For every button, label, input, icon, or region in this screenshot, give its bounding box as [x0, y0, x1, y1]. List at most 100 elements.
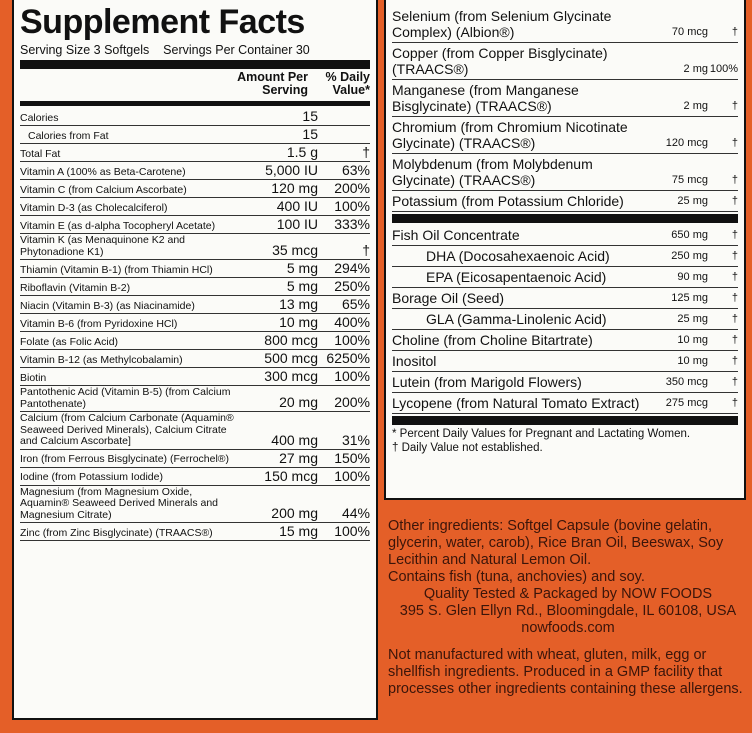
nutrient-row: Vitamin E (as d-alpha Tocopheryl Acetate…: [20, 216, 370, 234]
amount: 13 mg: [279, 296, 318, 312]
daily-value: 200%: [334, 394, 370, 410]
rule: [20, 60, 370, 69]
amount: 400 IU: [276, 198, 318, 214]
daily-value: †: [731, 137, 738, 149]
serving-size: Serving Size 3 Softgels: [20, 43, 150, 57]
nutrient-name: Molybdenum (from Molybdenum Glycinate) (…: [392, 156, 593, 188]
amount: 25 mg: [677, 195, 708, 207]
nutrient-row: Iodine (from Potassium Iodide) 150 mcg 100…: [20, 468, 370, 486]
amount: 10 mg: [279, 314, 318, 330]
nutrient-name: Niacin (Vitamin B-3) (as Niacinamide): [20, 299, 195, 312]
amount: 250 mg: [671, 250, 708, 262]
nutrient-name: Zinc (from Zinc Bisglycinate) (TRAACS®): [20, 526, 213, 539]
amount: 350 mcg: [665, 376, 708, 388]
amount: 275 mcg: [665, 397, 708, 409]
nutrient-row: Vitamin C (from Calcium Ascorbate) 120 mg…: [20, 180, 370, 198]
maker: Quality Tested & Packaged by NOW FOODS 39…: [388, 586, 748, 637]
nutrient-row: Vitamin B-12 (as Methylcobalamin) 500 mcg…: [20, 350, 370, 368]
ingredients: Other ingredients: Softgel Capsule (bovi…: [388, 518, 724, 568]
amount: 100 IU: [276, 216, 318, 232]
nutrient-name: Calories from Fat: [28, 129, 109, 142]
daily-value: †: [362, 144, 370, 160]
daily-value: †: [731, 355, 738, 367]
nutrient-row: Selenium (from Selenium Glycinate Comple…: [392, 6, 738, 43]
nutrient-row: Folate (as Folic Acid) 800 mcg 100%: [20, 332, 370, 350]
maker-line: 395 S. Glen Ellyn Rd., Bloomingdale, IL …: [399, 603, 737, 619]
amount: 10 mg: [677, 355, 708, 367]
daily-value: 65%: [341, 296, 370, 312]
nutrient-row: Magnesium (from Magnesium Oxide, Aquamin…: [20, 486, 370, 523]
nutrient-name: Fish Oil Concentrate: [392, 227, 520, 243]
amount: 500 mcg: [264, 350, 318, 366]
nutrient-row: Iron (from Ferrous Bisglycinate) (Ferroc…: [20, 450, 370, 468]
daily-value: †: [731, 334, 738, 346]
amount: 15: [302, 126, 318, 142]
nutrient-name: Copper (from Copper Bisglycinate) (TRAAC…: [392, 45, 608, 77]
nutrient-name: Borage Oil (Seed): [392, 290, 505, 306]
rule: [392, 416, 738, 425]
daily-value: 150%: [334, 449, 370, 466]
amount: 300 mcg: [264, 368, 318, 384]
nutrient-name: Thiamin (Vitamin B-1) (from Thiamin HCl): [20, 263, 213, 276]
daily-value: †: [731, 397, 738, 409]
nutrient-row: Vitamin K (as Menaquinone K2 and Phytona…: [20, 234, 370, 260]
amount: 150 mcg: [264, 467, 318, 484]
nutrient-name: Riboflavin (Vitamin B-2): [20, 281, 131, 294]
nutrient-row: Lutein (from Marigold Flowers) 350 mcg †: [392, 372, 738, 393]
footnote: † Daily Value not established.: [392, 442, 543, 454]
daily-value: †: [731, 26, 738, 38]
right-panel: Selenium (from Selenium Glycinate Comple…: [384, 0, 746, 500]
amount: 200 mg: [271, 505, 318, 521]
daily-value: 31%: [341, 431, 370, 448]
daily-value: †: [731, 292, 738, 304]
amount: 120 mcg: [665, 137, 708, 149]
amount: 800 mcg: [264, 332, 318, 348]
nutrient-name: Manganese (from Manganese Bisglycinate) …: [392, 82, 579, 114]
right-rows: Selenium (from Selenium Glycinate Comple…: [392, 6, 738, 425]
nutrient-row: Zinc (from Zinc Bisglycinate) (TRAACS®) 1…: [20, 523, 370, 541]
nutrient-name: Biotin: [20, 371, 47, 384]
nutrient-row: Calories from Fat 15: [20, 126, 370, 144]
nutrient-name: Lycopene (from Natural Tomato Extract): [392, 395, 640, 411]
left-rows: Calories 15 Calories from Fat 15 Total Fat 1.…: [20, 108, 370, 541]
daily-value: †: [731, 271, 738, 283]
daily-value: 333%: [334, 216, 370, 232]
nutrient-row: Potassium (from Potassium Chloride) 25 mg…: [392, 191, 738, 212]
dv-header: % Daily Value*: [325, 70, 370, 97]
nutrient-name: Vitamin B-12 (as Methylcobalamin): [20, 353, 183, 366]
nutrient-name: Choline (from Choline Bitartrate): [392, 332, 593, 348]
nutrient-row: DHA (Docosahexaenoic Acid) 250 mg †: [392, 246, 738, 267]
maker-line: Quality Tested & Packaged by NOW FOODS: [423, 586, 713, 602]
amount: 25 mg: [677, 313, 708, 325]
nutrient-row: EPA (Eicosapentaenoic Acid) 90 mg †: [392, 267, 738, 288]
title: Supplement Facts: [20, 3, 305, 41]
maker-line: nowfoods.com: [521, 620, 615, 636]
nutrient-name: Calcium (from Calcium Carbonate (Aquamin…: [20, 412, 234, 447]
nutrient-name: GLA (Gamma-Linolenic Acid): [426, 311, 607, 327]
serving-line: Serving Size 3 Softgels Servings Per Con…: [20, 42, 370, 58]
nutrient-name: Pantothenic Acid (Vitamin B-5) (from Cal…: [20, 386, 231, 410]
amount-header: Amount Per Serving: [237, 70, 308, 97]
amount: 1.5 g: [286, 144, 318, 160]
allergen: Contains fish (tuna, anchovies) and soy.: [388, 569, 645, 585]
rule: [20, 101, 370, 106]
daily-value: †: [362, 242, 370, 258]
nutrient-name: Vitamin D-3 (as Cholecalciferol): [20, 201, 168, 214]
column-header: Amount Per Serving % Daily Value*: [20, 71, 370, 99]
amount: 15 mg: [279, 523, 318, 539]
nutrient-row: GLA (Gamma-Linolenic Acid) 25 mg †: [392, 309, 738, 330]
amount: 27 mg: [279, 449, 318, 466]
nutrient-row: Niacin (Vitamin B-3) (as Niacinamide) 13 …: [20, 296, 370, 314]
daily-value: 100%: [334, 523, 370, 539]
daily-value: 100%: [334, 198, 370, 214]
servings-per-container: Servings Per Container 30: [163, 43, 310, 57]
nutrient-row: Chromium (from Chromium Nicotinate Glyci…: [392, 117, 738, 154]
amount: 5,000 IU: [265, 162, 318, 178]
nutrient-name: DHA (Docosahexaenoic Acid): [426, 248, 610, 264]
nutrient-name: Inositol: [392, 353, 437, 369]
amount: 125 mg: [671, 292, 708, 304]
nutrient-name: Calories: [20, 111, 59, 124]
nutrient-row: Molybdenum (from Molybdenum Glycinate) (…: [392, 154, 738, 191]
nutrient-name: EPA (Eicosapentaenoic Acid): [426, 269, 607, 285]
left-panel: Supplement Facts Serving Size 3 Softgels…: [12, 0, 378, 720]
